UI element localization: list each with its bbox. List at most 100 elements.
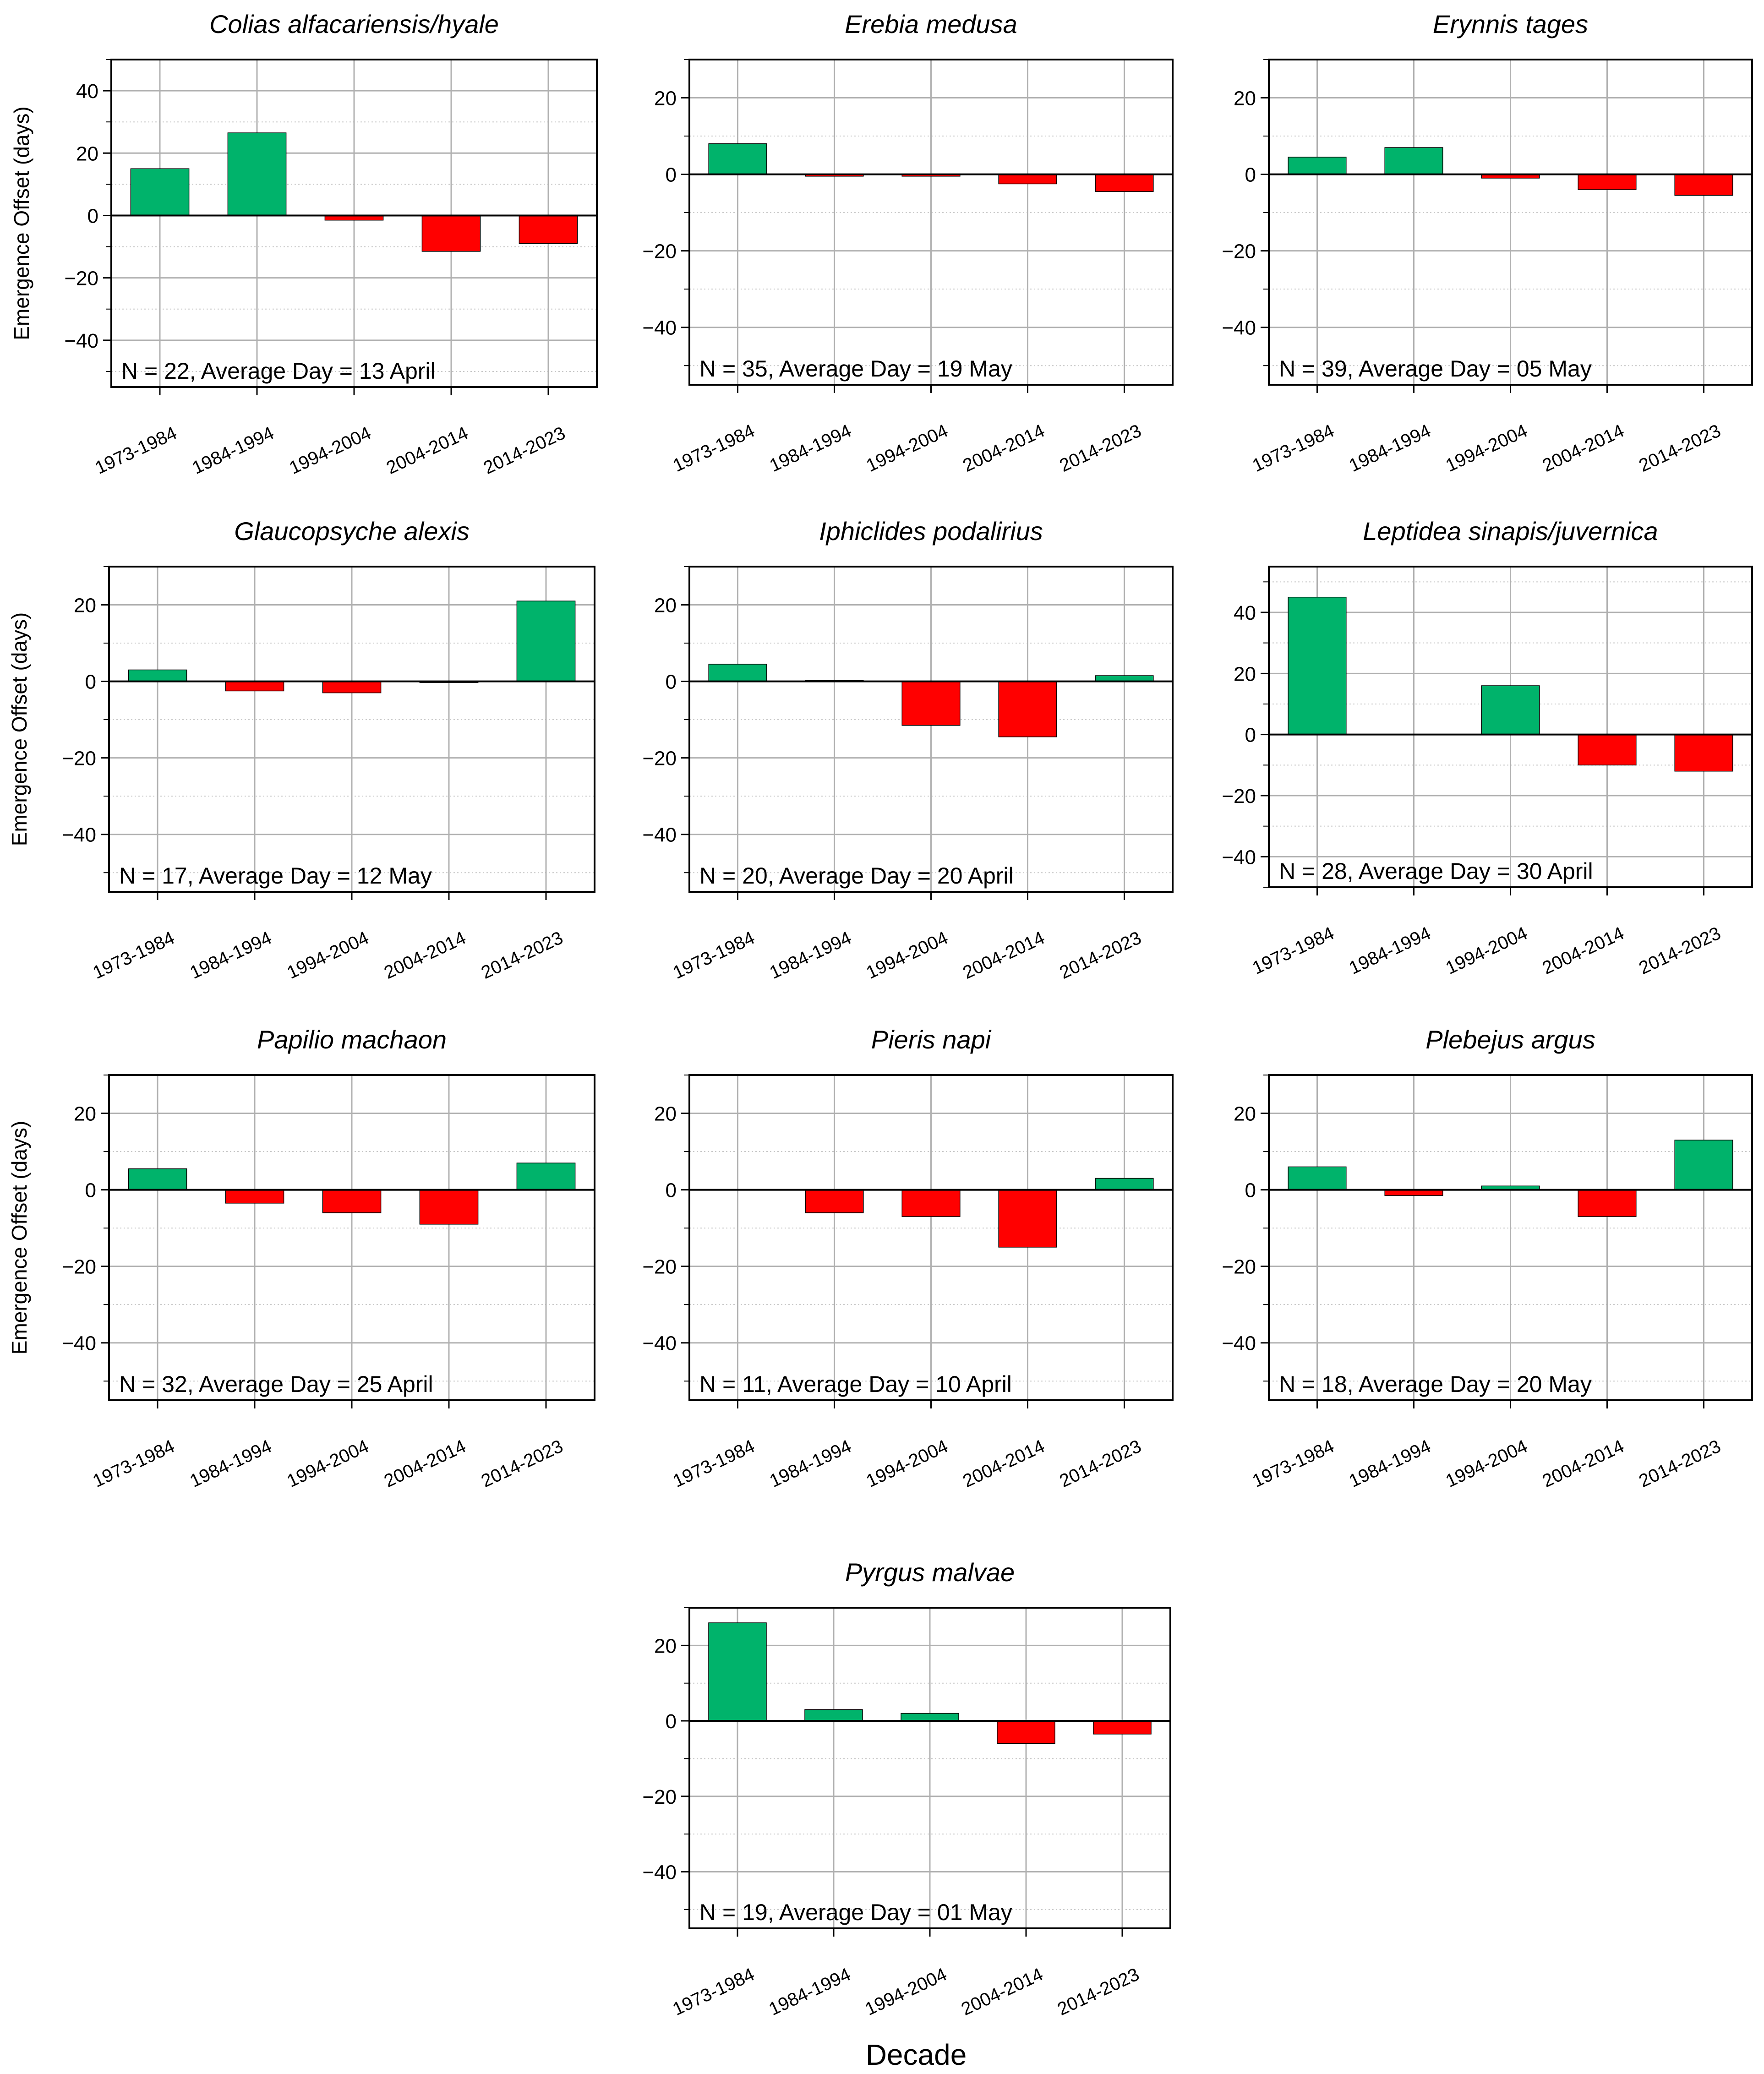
chart-10-title: Pyrgus malvae — [845, 1558, 1015, 1587]
chart-8-annotation: N = 11, Average Day = 10 April — [699, 1371, 1012, 1397]
chart-5-bar-2004-2014 — [998, 681, 1057, 737]
chart-8-ytick-label: 0 — [666, 1179, 677, 1202]
chart-9-xtick-label: 1994-2004 — [1442, 1436, 1530, 1491]
chart-8-ytick-label: 20 — [654, 1103, 677, 1125]
chart-10-bar-1984-1994 — [804, 1709, 863, 1721]
chart-10-ytick-label: −40 — [642, 1861, 677, 1883]
chart-6-xtick-label: 1973-1984 — [1249, 923, 1337, 978]
chart-6-ytick-label: −20 — [1222, 785, 1256, 808]
chart-7-ylabel: Emergence Offset (days) — [7, 1121, 31, 1354]
chart-10-bar-1994-2004 — [901, 1713, 959, 1721]
chart-5-xtick-label: 1984-1994 — [766, 928, 854, 983]
chart-5: 20 0 −20 −40 1973-1984 1984-1994 1994-2004 2004… — [642, 517, 1174, 983]
chart-4-ytick-label: −20 — [62, 748, 96, 770]
chart-6-bar-2004-2014 — [1578, 734, 1637, 766]
chart-3-annotation: N = 39, Average Day = 05 May — [1279, 356, 1592, 382]
chart-2-bar-2004-2014 — [998, 174, 1057, 185]
chart-7-ytick-label: −40 — [62, 1332, 96, 1355]
chart-3-ytick-label: 0 — [1245, 164, 1256, 186]
chart-9-bar-2004-2014 — [1578, 1189, 1637, 1217]
chart-1-bar-2014-2023 — [519, 215, 578, 244]
chart-4-xtick-label: 1973-1984 — [90, 928, 178, 983]
chart-8-bar-2004-2014 — [998, 1189, 1057, 1248]
chart-9-bar-1973-1984 — [1288, 1166, 1347, 1190]
chart-6-bar-1994-2004 — [1481, 685, 1540, 735]
chart-6-ytick-label: 40 — [1234, 602, 1256, 624]
chart-5-xtick-label: 1973-1984 — [670, 928, 758, 983]
chart-8-xtick-label: 2014-2023 — [1056, 1436, 1144, 1491]
chart-1-ytick-label: 0 — [87, 205, 98, 227]
chart-9-ytick-label: 20 — [1234, 1103, 1256, 1125]
chart-1-ylabel: Emergence Offset (days) — [10, 106, 33, 340]
chart-5-xtick-label: 1994-2004 — [863, 928, 951, 983]
chart-9-ytick-label: −20 — [1222, 1256, 1256, 1278]
chart-1-bar-1973-1984 — [130, 168, 190, 216]
chart-7-bar-1973-1984 — [128, 1168, 187, 1190]
chart-5-ytick-label: −20 — [642, 748, 677, 770]
chart-8-bar-1994-2004 — [901, 1189, 961, 1217]
chart-6-xtick-label: 2014-2023 — [1636, 923, 1724, 978]
chart-9-xtick-label: 1973-1984 — [1249, 1436, 1337, 1491]
chart-3-title: Erynnis tages — [1433, 10, 1588, 38]
chart-1-ytick-label: 20 — [76, 142, 98, 165]
chart-9-ytick-label: −40 — [1222, 1332, 1256, 1355]
chart-3-ytick-label: 20 — [1234, 87, 1256, 110]
chart-7-xtick-label: 2014-2023 — [478, 1436, 566, 1491]
chart-2-title: Erebia medusa — [845, 10, 1017, 38]
chart-9-bar-2014-2023 — [1674, 1140, 1733, 1190]
chart-1-xtick-label: 2014-2023 — [481, 423, 568, 478]
chart-1-annotation: N = 22, Average Day = 13 April — [121, 358, 436, 384]
chart-5-bar-1994-2004 — [901, 681, 961, 726]
chart-10-xtick-label: 1973-1984 — [670, 1964, 758, 2019]
chart-2-bar-1973-1984 — [708, 143, 767, 175]
chart-8-ytick-label: −40 — [642, 1332, 677, 1355]
chart-8-xtick-label: 1984-1994 — [766, 1436, 854, 1491]
chart-7-ytick-label: −20 — [62, 1256, 96, 1278]
chart-10-ytick-label: 20 — [654, 1635, 677, 1657]
chart-1-ytick-label: −40 — [64, 330, 98, 352]
figure-xlabel: Decade — [866, 2038, 967, 2071]
chart-7-ytick-label: 20 — [74, 1103, 96, 1125]
chart-8-xtick-label: 1994-2004 — [863, 1436, 951, 1491]
chart-8-bar-1984-1994 — [805, 1189, 864, 1213]
chart-7-bar-1994-2004 — [322, 1189, 382, 1213]
chart-7-ytick-label: 0 — [85, 1179, 96, 1202]
chart-4-ytick-label: 20 — [74, 595, 96, 617]
chart-8-bar-2014-2023 — [1095, 1178, 1154, 1190]
chart-3-xtick-label: 1994-2004 — [1442, 420, 1530, 476]
chart-1-bar-1984-1994 — [227, 132, 287, 216]
chart-3-xtick-label: 1973-1984 — [1249, 420, 1337, 476]
chart-4-bar-1984-1994 — [225, 681, 284, 692]
chart-9-annotation: N = 18, Average Day = 20 May — [1279, 1371, 1592, 1397]
chart-5-bar-1973-1984 — [708, 664, 767, 682]
chart-4-ytick-label: −40 — [62, 824, 96, 846]
chart-2-bar-2014-2023 — [1095, 174, 1154, 192]
chart-6-bar-1973-1984 — [1288, 596, 1347, 735]
chart-10: 20 0 −20 −40 1973-1984 1984-1994 1994-2004 2004… — [642, 1558, 1171, 2019]
chart-3-bar-2004-2014 — [1578, 174, 1637, 190]
chart-7-bar-1984-1994 — [225, 1189, 284, 1204]
chart-3-bar-1984-1994 — [1384, 147, 1443, 175]
chart-4-xtick-label: 1984-1994 — [187, 928, 275, 983]
chart-9-xtick-label: 1984-1994 — [1346, 1436, 1434, 1491]
chart-1-xtick-label: 2004-2014 — [383, 423, 471, 478]
chart-6-bar-2014-2023 — [1674, 734, 1733, 772]
chart-8-xtick-label: 1973-1984 — [670, 1436, 758, 1491]
chart-5-ytick-label: 0 — [666, 671, 677, 693]
chart-8-ytick-label: −20 — [642, 1256, 677, 1278]
chart-4-bar-2014-2023 — [516, 600, 576, 682]
chart-7-bar-2014-2023 — [516, 1163, 576, 1190]
chart-4-ytick-label: 0 — [85, 671, 96, 693]
chart-1-xtick-label: 1973-1984 — [92, 423, 180, 478]
chart-6-xtick-label: 1994-2004 — [1442, 923, 1530, 978]
chart-8-xtick-label: 2004-2014 — [960, 1436, 1048, 1491]
chart-5-annotation: N = 20, Average Day = 20 April — [699, 863, 1014, 889]
chart-2-ytick-label: 20 — [654, 87, 677, 110]
chart-7-xtick-label: 2004-2014 — [381, 1436, 469, 1491]
chart-4-bar-1994-2004 — [322, 681, 382, 693]
chart-5-xtick-label: 2004-2014 — [960, 928, 1048, 983]
chart-4-xtick-label: 2014-2023 — [478, 928, 566, 983]
